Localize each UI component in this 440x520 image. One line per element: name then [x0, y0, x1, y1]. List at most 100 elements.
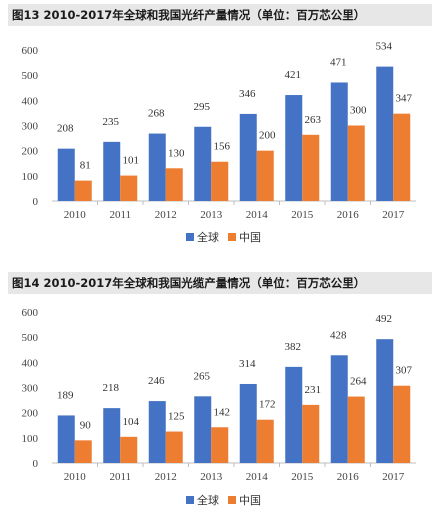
x-tick-label: 2013 [200, 209, 223, 221]
bar-china [302, 134, 320, 201]
bar-global [330, 82, 348, 201]
data-label-global: 295 [194, 101, 211, 113]
bar-china [74, 180, 92, 201]
y-tick-label: 100 [22, 171, 39, 183]
x-tick-label: 2013 [200, 471, 223, 483]
cable-chart-svg: 0 100 200 300 400 500 600 189 90 2010 218 104 2011 24… [22, 307, 416, 507]
x-tick-label: 2017 [382, 471, 405, 483]
bar-global [57, 148, 75, 201]
y-tick-label: 200 [22, 146, 39, 158]
bar-global [376, 66, 394, 201]
data-label-china: 231 [305, 384, 322, 396]
legend-label-china: 中国 [239, 494, 261, 507]
legend-label-global: 全球 [197, 493, 219, 507]
data-label-china: 142 [214, 406, 231, 418]
data-label-china: 307 [396, 365, 413, 377]
data-label-global: 246 [148, 375, 165, 387]
data-label-china: 125 [168, 411, 185, 423]
bar-global [239, 383, 257, 463]
bar-global [285, 366, 303, 463]
bar-china [302, 404, 320, 463]
data-label-china: 263 [305, 114, 322, 126]
data-label-global: 421 [285, 69, 302, 81]
data-label-global: 189 [57, 389, 74, 401]
x-tick-label: 2016 [337, 471, 360, 483]
fiber-chart-svg: 0 100 200 300 400 500 600 208 81 2010 235 101 2011 26… [22, 41, 416, 244]
x-tick-label: 2011 [109, 209, 131, 221]
y-tick-label: 300 [22, 121, 39, 133]
data-label-global: 218 [103, 382, 120, 394]
y-tick-label: 100 [22, 433, 39, 445]
data-label-china: 90 [80, 419, 92, 431]
bar-global [376, 339, 394, 463]
x-tick-label: 2011 [109, 471, 131, 483]
data-label-china: 300 [350, 105, 367, 117]
x-tick-label: 2010 [64, 209, 87, 221]
bar-global [194, 396, 212, 463]
y-tick-label: 400 [22, 357, 39, 369]
legend-swatch-china [228, 233, 236, 241]
y-tick-label: 0 [33, 196, 39, 208]
x-tick-label: 2014 [246, 471, 269, 483]
x-tick-label: 2016 [337, 209, 360, 221]
bar-china [256, 419, 274, 463]
y-tick-label: 200 [22, 408, 39, 420]
bar-china [256, 150, 274, 201]
data-label-china: 172 [259, 399, 276, 411]
legend-label-global: 全球 [197, 230, 219, 244]
y-tick-label: 600 [22, 307, 39, 319]
y-tick-label: 400 [22, 95, 39, 107]
data-label-global: 492 [376, 313, 393, 325]
bar-china [120, 436, 138, 463]
bar-china [347, 396, 365, 463]
x-tick-label: 2012 [155, 209, 177, 221]
bar-global [103, 141, 121, 201]
data-label-global: 265 [194, 370, 211, 382]
y-tick-label: 500 [22, 332, 39, 344]
bar-china [347, 125, 365, 201]
fiber-production-chart: 图13 2010-2017年全球和我国光纤产量情况（单位：百万芯公里） 0 100… [8, 4, 432, 244]
cable-production-chart: 图14 2010-2017年全球和我国光缆产量情况（单位：百万芯公里） 0 100… [0, 268, 440, 520]
y-tick-label: 600 [22, 45, 39, 57]
data-label-global: 382 [285, 341, 302, 353]
data-label-global: 471 [330, 56, 347, 68]
chart-title: 图14 2010-2017年全球和我国光缆产量情况（单位：百万芯公里） [8, 272, 432, 294]
legend-swatch-global [186, 496, 194, 504]
x-tick-label: 2015 [291, 471, 314, 483]
bar-china [393, 385, 411, 463]
bar-china [74, 440, 92, 463]
y-tick-label: 300 [22, 383, 39, 395]
data-label-china: 200 [259, 130, 276, 142]
bar-global [148, 133, 166, 201]
bar-global [103, 408, 121, 463]
data-label-china: 264 [350, 376, 367, 388]
bar-global [57, 415, 75, 463]
bar-china [211, 427, 229, 463]
data-label-china: 347 [396, 93, 413, 105]
data-label-global: 268 [148, 108, 165, 120]
data-label-global: 346 [239, 88, 256, 100]
bar-global [239, 113, 257, 201]
y-tick-label: 500 [22, 70, 39, 82]
data-label-global: 314 [239, 358, 256, 370]
data-label-china: 81 [80, 160, 91, 172]
x-tick-label: 2017 [382, 209, 405, 221]
data-label-china: 104 [123, 416, 140, 428]
bar-global [285, 95, 303, 201]
bar-china [211, 161, 229, 201]
bar-china [165, 431, 183, 463]
bar-china [393, 113, 411, 201]
data-label-global: 235 [103, 116, 120, 128]
data-label-china: 101 [123, 155, 140, 167]
legend-swatch-china [228, 496, 236, 504]
bar-china [165, 168, 183, 201]
data-label-global: 428 [330, 329, 347, 341]
data-label-china: 156 [214, 141, 231, 153]
data-label-china: 130 [168, 147, 185, 159]
data-label-global: 208 [57, 123, 74, 135]
x-tick-label: 2015 [291, 209, 314, 221]
bar-global [148, 401, 166, 463]
bar-china [120, 175, 138, 201]
x-tick-label: 2014 [246, 209, 269, 221]
legend-label-china: 中国 [239, 231, 261, 244]
